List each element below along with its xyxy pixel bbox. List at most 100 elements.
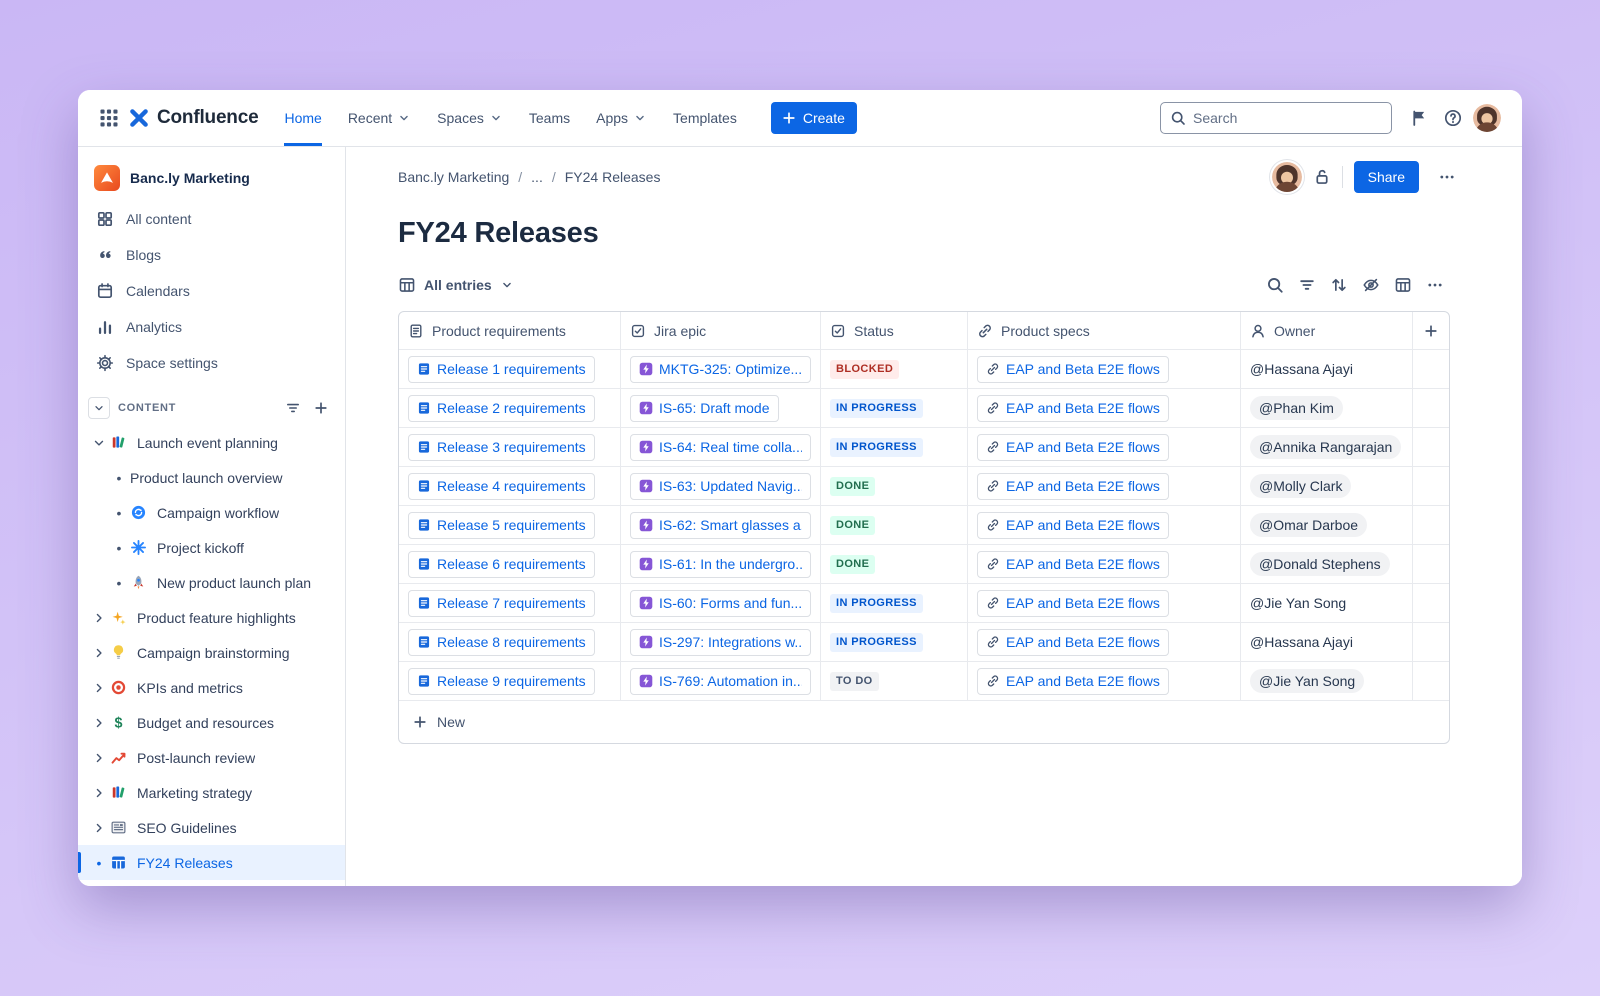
chevron-right-icon[interactable] xyxy=(88,751,110,765)
search-input[interactable] xyxy=(1193,110,1382,126)
jira-epic-link[interactable]: IS-297: Integrations w... xyxy=(630,628,811,656)
nav-apps[interactable]: Apps xyxy=(596,90,647,146)
jira-epic-link[interactable]: MKTG-325: Optimize... xyxy=(630,355,811,383)
confluence-logo[interactable]: Confluence xyxy=(128,107,259,129)
nav-recent[interactable]: Recent xyxy=(348,90,411,146)
product-spec-link[interactable]: EAP and Beta E2E flows xyxy=(977,472,1169,500)
sidebar-item-analytics[interactable]: Analytics xyxy=(78,309,345,345)
share-button[interactable]: Share xyxy=(1353,161,1419,193)
jira-epic-link[interactable]: IS-65: Draft mode xyxy=(630,394,779,422)
product-spec-link[interactable]: EAP and Beta E2E flows xyxy=(977,667,1169,695)
product-spec-link[interactable]: EAP and Beta E2E flows xyxy=(977,355,1169,383)
requirement-link[interactable]: Release 1 requirements xyxy=(408,355,595,383)
tree-item-post-launch-review[interactable]: Post-launch review xyxy=(78,740,345,775)
content-filter-icon[interactable] xyxy=(285,400,301,416)
nav-home[interactable]: Home xyxy=(284,90,322,146)
chevron-right-icon[interactable] xyxy=(88,611,110,625)
sidebar-item-all-content[interactable]: All content xyxy=(78,201,345,237)
requirement-link[interactable]: Release 7 requirements xyxy=(408,589,595,617)
jira-epic-link[interactable]: IS-769: Automation in... xyxy=(630,667,811,695)
chevron-right-icon[interactable] xyxy=(88,716,110,730)
app-switcher-button[interactable] xyxy=(92,101,126,135)
breadcrumb-space[interactable]: Banc.ly Marketing xyxy=(398,169,510,185)
requirement-link[interactable]: Release 8 requirements xyxy=(408,628,595,656)
add-column-button[interactable] xyxy=(1413,312,1449,350)
product-spec-link[interactable]: EAP and Beta E2E flows xyxy=(977,589,1169,617)
space-header[interactable]: Banc.ly Marketing xyxy=(78,157,345,201)
tree-item-product-feature-highlights[interactable]: Product feature highlights xyxy=(78,600,345,635)
chevron-right-icon[interactable] xyxy=(88,681,110,695)
announcements-button[interactable] xyxy=(1402,101,1436,135)
status-badge[interactable]: IN PROGRESS xyxy=(830,437,923,457)
tree-item-project-kickoff[interactable]: • Project kickoff xyxy=(78,530,345,565)
chevron-right-icon[interactable] xyxy=(88,821,110,835)
table-more-button[interactable] xyxy=(1420,270,1450,300)
nav-templates[interactable]: Templates xyxy=(673,90,737,146)
requirement-link[interactable]: Release 4 requirements xyxy=(408,472,595,500)
owner-mention[interactable]: @Jie Yan Song xyxy=(1250,595,1347,611)
table-layout-button[interactable] xyxy=(1388,270,1418,300)
new-row-button[interactable]: New xyxy=(399,701,1449,743)
owner-mention[interactable]: @Donald Stephens xyxy=(1250,552,1390,576)
tree-item-budget-and-resources[interactable]: $ Budget and resources xyxy=(78,705,345,740)
unlock-icon[interactable] xyxy=(1313,168,1331,186)
create-button[interactable]: Create xyxy=(770,102,857,134)
tree-item-fy24-releases[interactable]: • FY24 Releases xyxy=(78,845,345,880)
tree-item-product-launch-overview[interactable]: • Product launch overview xyxy=(78,460,345,495)
table-sort-button[interactable] xyxy=(1324,270,1354,300)
breadcrumb-ellipsis[interactable]: ... xyxy=(531,169,543,185)
table-search-button[interactable] xyxy=(1260,270,1290,300)
owner-mention[interactable]: @Molly Clark xyxy=(1250,474,1352,498)
requirement-link[interactable]: Release 3 requirements xyxy=(408,433,595,461)
chevron-right-icon[interactable] xyxy=(88,646,110,660)
sidebar-item-space-settings[interactable]: Space settings xyxy=(78,345,345,381)
status-badge[interactable]: IN PROGRESS xyxy=(830,632,923,652)
tree-item-campaign-brainstorming[interactable]: Campaign brainstorming xyxy=(78,635,345,670)
table-filter-button[interactable] xyxy=(1292,270,1322,300)
content-add-icon[interactable] xyxy=(313,400,329,416)
product-spec-link[interactable]: EAP and Beta E2E flows xyxy=(977,628,1169,656)
requirement-link[interactable]: Release 2 requirements xyxy=(408,394,595,422)
tree-item-kpis-and-metrics[interactable]: KPIs and metrics xyxy=(78,670,345,705)
status-badge[interactable]: BLOCKED xyxy=(830,359,900,379)
chevron-down-icon[interactable] xyxy=(88,436,110,450)
status-badge[interactable]: DONE xyxy=(830,554,876,574)
product-spec-link[interactable]: EAP and Beta E2E flows xyxy=(977,394,1169,422)
jira-epic-link[interactable]: IS-61: In the undergro... xyxy=(630,550,811,578)
sidebar-item-calendars[interactable]: Calendars xyxy=(78,273,345,309)
page-more-button[interactable] xyxy=(1430,160,1464,194)
owner-mention[interactable]: @Jie Yan Song xyxy=(1250,669,1365,693)
tree-item-marketing-strategy[interactable]: Marketing strategy xyxy=(78,775,345,810)
jira-epic-link[interactable]: IS-63: Updated Navig... xyxy=(630,472,811,500)
tree-item-new-product-launch-plan[interactable]: • New product launch plan xyxy=(78,565,345,600)
requirement-link[interactable]: Release 5 requirements xyxy=(408,511,595,539)
chevron-right-icon[interactable] xyxy=(88,786,110,800)
product-spec-link[interactable]: EAP and Beta E2E flows xyxy=(977,550,1169,578)
column-header-product-requirements[interactable]: Product requirements xyxy=(399,312,621,350)
column-header-owner[interactable]: Owner xyxy=(1241,312,1413,350)
nav-spaces[interactable]: Spaces xyxy=(437,90,503,146)
jira-epic-link[interactable]: IS-64: Real time colla... xyxy=(630,433,811,461)
author-avatar[interactable] xyxy=(1271,162,1302,192)
status-badge[interactable]: IN PROGRESS xyxy=(830,398,923,418)
content-collapse-button[interactable] xyxy=(88,397,110,419)
view-selector[interactable]: All entries xyxy=(398,276,514,294)
global-search[interactable] xyxy=(1160,102,1392,134)
jira-epic-link[interactable]: IS-62: Smart glasses a... xyxy=(630,511,811,539)
table-hide-fields-button[interactable] xyxy=(1356,270,1386,300)
owner-mention[interactable]: @Phan Kim xyxy=(1250,396,1343,420)
column-header-status[interactable]: Status xyxy=(821,312,968,350)
product-spec-link[interactable]: EAP and Beta E2E flows xyxy=(977,433,1169,461)
profile-button[interactable] xyxy=(1470,101,1504,135)
owner-mention[interactable]: @Hassana Ajayi xyxy=(1250,361,1353,377)
tree-item-campaign-workflow[interactable]: • Campaign workflow xyxy=(78,495,345,530)
column-header-product-specs[interactable]: Product specs xyxy=(968,312,1241,350)
tree-item-seo-guidelines[interactable]: SEO Guidelines xyxy=(78,810,345,845)
requirement-link[interactable]: Release 9 requirements xyxy=(408,667,595,695)
owner-mention[interactable]: @Hassana Ajayi xyxy=(1250,634,1353,650)
tree-item-launch-event-planning[interactable]: Launch event planning xyxy=(78,425,345,460)
owner-mention[interactable]: @Omar Darboe xyxy=(1250,513,1368,537)
status-badge[interactable]: IN PROGRESS xyxy=(830,593,923,613)
status-badge[interactable]: DONE xyxy=(830,476,876,496)
owner-mention[interactable]: @Annika Rangarajan xyxy=(1250,435,1402,459)
